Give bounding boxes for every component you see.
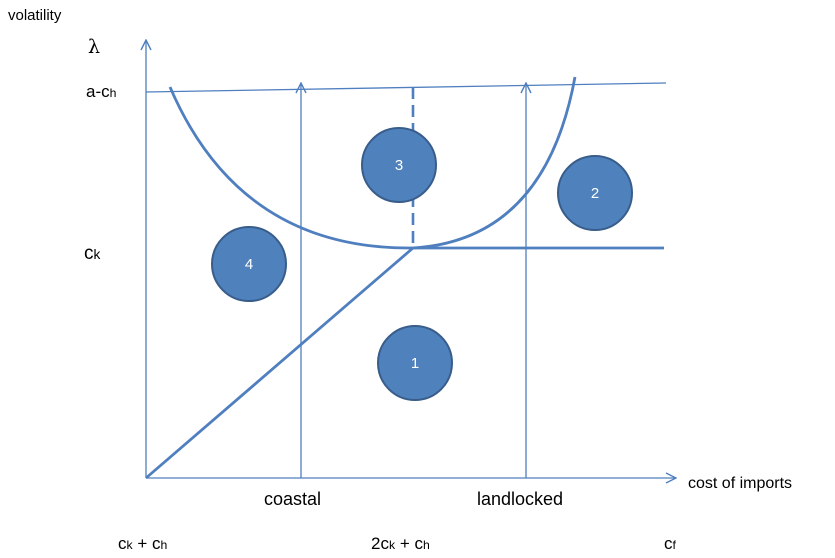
upper-bound-line (145, 82, 667, 93)
region-4-label: 4 (245, 256, 253, 273)
bottom-right-a-sub: f (672, 538, 676, 552)
x-axis-title: cost of imports (688, 475, 793, 492)
right-boundary-curve (412, 76, 577, 250)
bottom-label-left: ck + ch (118, 535, 167, 552)
bottom-left-b-sub: h (160, 538, 168, 552)
diagonal-boundary-line (145, 246, 414, 480)
y-tick-upper-sub: h (109, 86, 117, 100)
bottom-left-a-sub: k (126, 538, 133, 552)
left-boundary-curve (168, 86, 414, 250)
y-axis-title: volatility (8, 7, 62, 24)
region-3-marker: 3 (361, 127, 437, 203)
bottom-middle-b-sub: h (422, 538, 430, 552)
bottom-left-a: c (118, 534, 127, 553)
bottom-label-middle: 2ck + ch (371, 535, 430, 552)
y-tick-ck: ck (84, 244, 100, 263)
region-2-marker: 2 (557, 155, 633, 231)
bottom-left-b: c (152, 534, 161, 553)
region-1-label: 1 (411, 355, 419, 372)
region-2-label: 2 (591, 185, 599, 202)
landlocked-label: landlocked (477, 489, 564, 509)
y-tick-upper-main: a-c (86, 82, 110, 101)
bottom-middle-a: 2c (371, 534, 389, 553)
y-tick-ck-main: c (84, 243, 94, 264)
region-4-marker: 4 (211, 226, 287, 302)
y-axis-symbol: λ (88, 36, 101, 58)
region-1-marker: 1 (377, 325, 453, 401)
y-tick-upper-bound: a-ch (86, 83, 116, 100)
bottom-middle-plus: + (395, 534, 415, 553)
region-3-label: 3 (395, 157, 403, 174)
bottom-middle-a-sub: k (388, 538, 396, 552)
bottom-right-a: c (664, 534, 673, 553)
bottom-left-plus: + (132, 534, 152, 553)
coastal-label: coastal (264, 489, 322, 509)
bottom-label-right: cf (664, 535, 676, 552)
bottom-middle-b: c (414, 534, 423, 553)
y-tick-ck-sub: k (93, 247, 101, 262)
